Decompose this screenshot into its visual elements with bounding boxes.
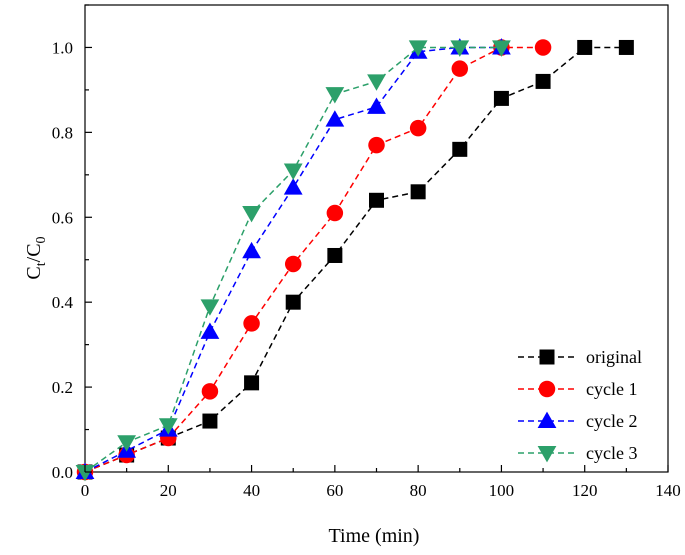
series-line: [84, 46, 502, 473]
x-tick-label: 140: [655, 481, 681, 500]
data-point: [284, 255, 302, 273]
y-tick-label: 0.8: [52, 123, 73, 142]
data-point: [367, 97, 386, 114]
data-point: [452, 141, 468, 157]
data-point: [534, 39, 552, 56]
y-axis-title-slash: /C: [23, 243, 45, 262]
x-tick-label: 100: [489, 481, 515, 500]
series-line: [84, 46, 544, 473]
legend-entry: cycle 1: [518, 379, 637, 399]
data-point: [117, 435, 137, 452]
data-point: [325, 87, 345, 104]
x-axis-title: Time (min): [329, 525, 420, 547]
y-tick-label: 0.6: [52, 208, 73, 227]
y-tick-label: 0.4: [52, 293, 74, 312]
legend-marker: [539, 349, 555, 365]
x-tick-label: 120: [572, 481, 598, 500]
data-point: [367, 74, 386, 91]
y-tick-label: 0.0: [52, 463, 73, 482]
legend-marker: [538, 380, 556, 398]
x-tick-label: 80: [410, 481, 427, 500]
x-tick-label: 40: [243, 481, 260, 500]
legend-label: cycle 3: [586, 443, 637, 463]
x-tick-label: 0: [81, 481, 90, 500]
data-point: [410, 184, 426, 200]
x-tick-label: 60: [326, 481, 343, 500]
data-point: [283, 178, 303, 195]
data-point: [577, 39, 593, 55]
data-point: [368, 136, 385, 154]
data-point: [200, 299, 220, 316]
legend-entry: cycle 3: [518, 443, 637, 463]
y-tick-label: 1.0: [52, 38, 73, 57]
legend-marker: [537, 445, 557, 463]
data-point: [325, 110, 345, 127]
data-point: [242, 241, 261, 259]
data-point: [535, 73, 551, 89]
data-point: [201, 383, 219, 400]
y-axis-title-sub-0: 0: [34, 236, 49, 243]
data-point: [283, 163, 303, 180]
data-point: [200, 322, 220, 339]
y-axis-title-main: C: [23, 266, 45, 279]
data-point: [493, 90, 509, 106]
series-original: [77, 39, 634, 480]
data-point: [242, 205, 261, 223]
data-point: [618, 39, 634, 55]
y-tick-label: 0.2: [52, 378, 73, 397]
data-point: [285, 294, 301, 310]
legend-entry: cycle 2: [518, 411, 637, 431]
data-point: [243, 315, 260, 332]
data-point: [408, 40, 428, 57]
data-point: [327, 247, 343, 263]
y-axis-title-sub-t: t: [34, 262, 49, 266]
data-point: [492, 40, 511, 57]
legend-label: original: [586, 347, 642, 367]
y-axis-title: Ct/C0: [23, 236, 49, 279]
legend-entry: original: [518, 347, 642, 367]
series-line: [84, 46, 627, 473]
data-point: [409, 119, 427, 137]
series-cycle-3: [75, 40, 511, 482]
series-cycle-1: [76, 39, 552, 481]
data-point: [202, 413, 218, 429]
data-point: [326, 204, 344, 222]
data-point: [369, 192, 384, 208]
data-point: [450, 40, 470, 57]
data-point: [451, 60, 469, 77]
data-point: [75, 464, 95, 482]
data-point: [158, 418, 178, 435]
data-point: [244, 375, 260, 391]
x-tick-label: 20: [160, 481, 177, 500]
legend-label: cycle 2: [586, 411, 637, 431]
legend-marker: [537, 411, 557, 429]
legend-label: cycle 1: [586, 379, 637, 399]
